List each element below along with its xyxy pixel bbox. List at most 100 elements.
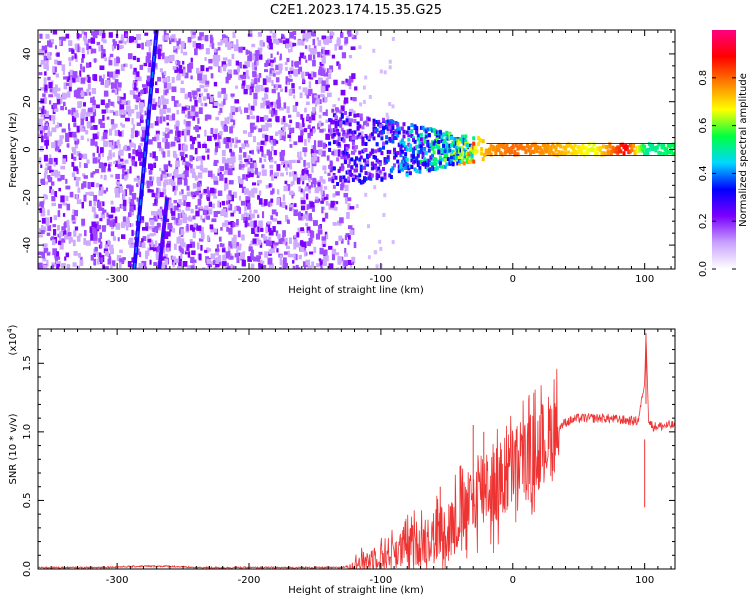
spectrogram-cell [247, 75, 250, 80]
spectrogram-cell [277, 233, 281, 239]
spectrogram-cell [318, 77, 323, 84]
carrier-cell [329, 128, 333, 133]
carrier-cell [671, 142, 675, 147]
carrier-cell [350, 136, 354, 141]
spectrogram-cell [166, 107, 171, 113]
spectrogram-cell [116, 255, 122, 262]
spectrogram-cell [51, 181, 55, 186]
spectrogram-cell [88, 191, 94, 196]
spectrogram-cell [281, 201, 286, 208]
carrier-cell [624, 144, 628, 149]
carrier-cell [442, 132, 446, 137]
spectrogram-cell [60, 195, 65, 203]
carrier-cell [380, 124, 384, 128]
spectrogram-cell [63, 76, 68, 80]
carrier-cell [342, 175, 346, 180]
carrier-cell [424, 129, 428, 134]
spectrogram-cell [241, 235, 245, 241]
spectrogram-cell [112, 222, 118, 227]
spectrogram-cell [179, 202, 184, 206]
carrier-cell [372, 136, 376, 141]
spectrogram-cell [282, 40, 287, 45]
spectrogram-cell [213, 134, 217, 140]
spectrogram-cell [214, 257, 219, 264]
spectrogram-cell [176, 60, 179, 66]
spectrogram-cell [240, 252, 245, 260]
spectrogram-cell [275, 116, 280, 123]
spectrogram-cell [213, 195, 218, 199]
spectrogram-cell [180, 154, 184, 161]
spectrogram-cell [131, 257, 134, 263]
carrier-cell [386, 155, 390, 160]
carrier-cell [505, 143, 509, 148]
carrier-cell [426, 139, 430, 144]
spectrogram-cell [87, 83, 91, 90]
carrier-cell [456, 155, 460, 160]
carrier-cell [359, 180, 363, 185]
carrier-cell [393, 130, 396, 135]
carrier-cell [348, 128, 352, 133]
spectrogram-cell [239, 147, 243, 153]
carrier-cell [389, 175, 393, 179]
spectrogram-cell [51, 202, 56, 207]
spectrogram-cell [290, 88, 295, 94]
carrier-cell [363, 158, 366, 163]
spectrogram-cell [71, 55, 74, 60]
carrier-cell [388, 121, 392, 126]
carrier-cell [464, 151, 468, 156]
spectrogram-cell [304, 90, 309, 96]
carrier-cell [450, 155, 453, 160]
spectrogram-cell [187, 67, 192, 73]
spectrogram-cell [252, 64, 257, 71]
spectrogram-cell [285, 237, 288, 244]
carrier-cell [521, 146, 525, 151]
spectrogram-cell [57, 139, 62, 147]
spectrogram-cell [165, 34, 169, 41]
spectrogram-cell [222, 156, 226, 164]
spectrogram-cell [231, 53, 235, 60]
spectrogram-cell [80, 90, 85, 98]
carrier-cell [347, 130, 351, 135]
spectrogram-cell [336, 40, 341, 47]
spectrogram-cell [163, 82, 169, 89]
spectrogram-cell [61, 263, 66, 268]
spectrogram-cell [267, 123, 272, 128]
spectrogram-cell [230, 93, 235, 97]
spectrogram-cell [302, 39, 305, 46]
spectrogram-cell [303, 160, 306, 167]
spectrogram-cell [190, 109, 195, 116]
carrier-cell [432, 161, 436, 166]
spectrogram-cell [202, 209, 208, 215]
carrier-cell [340, 150, 344, 155]
carrier-cell [415, 130, 419, 135]
spectrogram-cell [179, 173, 185, 179]
spectrogram-cell [279, 260, 284, 266]
spectrogram-cell [104, 79, 110, 87]
carrier-cell [353, 119, 357, 123]
spectrogram-cell [181, 110, 186, 114]
carrier-cell [396, 123, 400, 128]
spectrogram-cell [136, 183, 139, 187]
spectrogram-cell [272, 226, 276, 233]
carrier-cell [385, 135, 389, 140]
carrier-cell [421, 162, 425, 166]
spectrogram-cell [256, 142, 261, 146]
spectrogram-cell [111, 89, 116, 93]
spectrogram-cell [132, 71, 137, 75]
spectrogram-cell [318, 225, 321, 230]
spectrogram-cell [130, 127, 135, 134]
spectrogram-cell [320, 190, 324, 195]
spectrogram-cell [46, 259, 49, 267]
spectrogram-cell [58, 187, 61, 192]
spectrogram-cell [240, 46, 246, 50]
carrier-cell [442, 143, 446, 148]
carrier-cell [397, 126, 401, 131]
spectrogram-cell [173, 48, 178, 53]
carrier-cell [598, 148, 602, 153]
carrier-cell [647, 147, 651, 152]
spectrogram-cell [300, 205, 306, 211]
carrier-cell [513, 152, 517, 157]
spectrogram-cell [168, 129, 173, 134]
carrier-cell [465, 143, 469, 148]
spectrogram-cell [214, 128, 218, 135]
